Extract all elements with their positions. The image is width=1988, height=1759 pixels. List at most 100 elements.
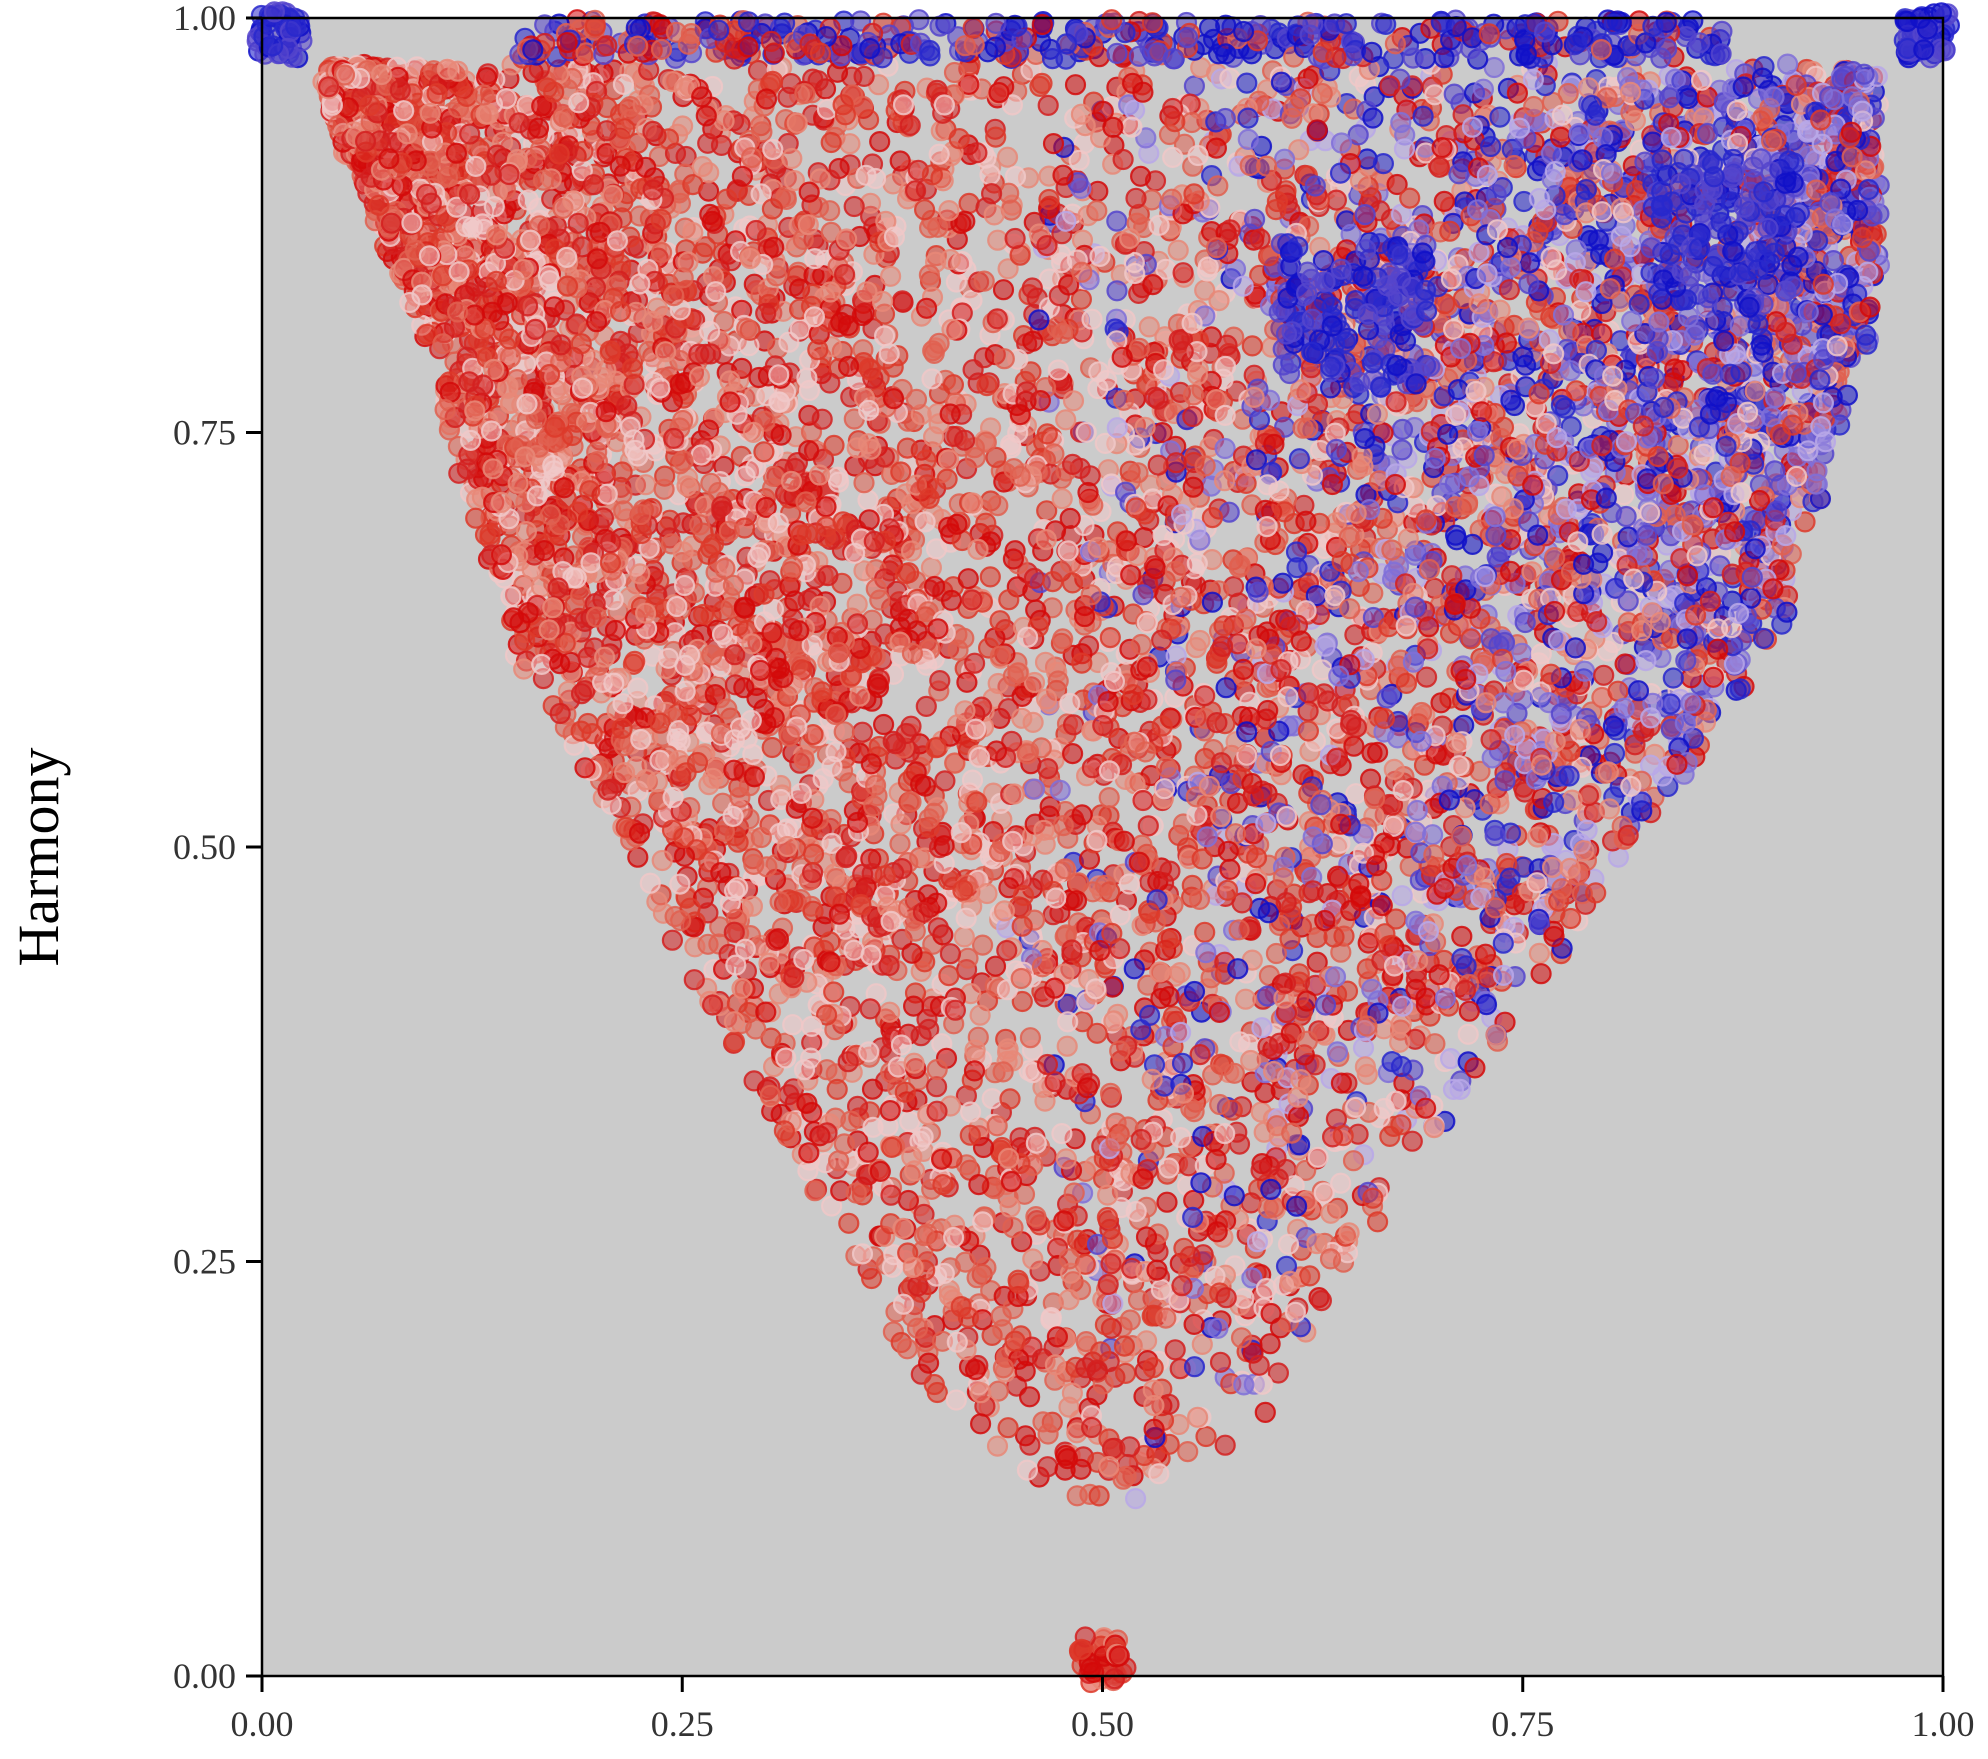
scatter-point-1324 — [869, 131, 891, 153]
scatter-point-3143 — [1194, 685, 1216, 707]
scatter-point-4352 — [646, 891, 668, 913]
scatter-point-1788 — [1195, 1425, 1217, 1448]
scatter-point-188 — [1183, 75, 1206, 97]
scatter-point-4704 — [1167, 239, 1189, 261]
scatter-point-2988 — [953, 926, 975, 948]
scatter-point-4890 — [1088, 1485, 1110, 1507]
scatter-point-4499 — [1124, 434, 1146, 456]
scatter-point-2680 — [1445, 732, 1467, 754]
scatter-point-2040 — [1345, 783, 1367, 805]
scatter-point-3300 — [1151, 422, 1173, 444]
scatter-point-4928 — [846, 593, 868, 615]
scatter-point-4527 — [997, 1417, 1019, 1439]
scatter-point-4340 — [1307, 1146, 1329, 1168]
scatter-point-4602 — [692, 603, 715, 626]
scatter-point-3503 — [1208, 290, 1230, 312]
scatter-point-800 — [986, 1435, 1009, 1457]
scatter-point-3862 — [1237, 107, 1259, 129]
scatter-point-340 — [971, 934, 994, 956]
scatter-point-3002 — [1036, 1456, 1059, 1478]
scatter-point-4585 — [1086, 829, 1108, 852]
scatter-point-2258 — [1106, 210, 1128, 232]
scatter-point-4940 — [1124, 1487, 1147, 1510]
scatter-point-4126 — [1129, 165, 1152, 187]
scatter-point-3434 — [1352, 1037, 1375, 1059]
scatter-point-2501 — [1209, 1351, 1232, 1373]
scatter-point-3258 — [882, 173, 904, 195]
scatter-point-4345 — [1098, 786, 1120, 809]
scatter-point-3172 — [1155, 258, 1177, 280]
scatter-point-4509 — [860, 1267, 883, 1290]
scatter-point-4747 — [1062, 390, 1085, 412]
scatter-point-4162 — [826, 1078, 848, 1101]
scatter-point-4660 — [1474, 943, 1497, 965]
scatter-point-2256 — [1056, 1035, 1078, 1057]
scatter-point-3239 — [861, 1078, 884, 1100]
scatter-point-4760 — [1132, 789, 1154, 812]
scatter-point-4882 — [1354, 1056, 1377, 1078]
scatter-point-4215 — [1296, 990, 1318, 1012]
scatter-point-4620 — [1723, 653, 1746, 675]
scatter-point-861 — [1191, 1333, 1213, 1356]
scatter-point-3719 — [987, 229, 1009, 251]
scatter-point-4771 — [1270, 71, 1293, 93]
scatter-point-3336 — [1244, 872, 1267, 895]
scatter-point-4716 — [1326, 865, 1349, 887]
scatter-point-211 — [1794, 511, 1816, 533]
scatter-point-4053 — [1214, 107, 1236, 130]
scatter-point-1498 — [661, 929, 684, 951]
scatter-point-3983 — [945, 271, 968, 293]
scatter-point-2313 — [1135, 1330, 1158, 1352]
scatter-point-3875 — [1424, 84, 1446, 106]
scatter-point-3720 — [1349, 170, 1372, 192]
scatter-point-4344 — [1215, 677, 1237, 699]
scatter-point-4935 — [1326, 747, 1348, 770]
scatter-point-3828 — [682, 174, 704, 196]
scatter-point-3654 — [979, 566, 1001, 588]
scatter-point-3224 — [889, 150, 911, 172]
scatter-point-3788 — [1029, 75, 1051, 98]
scatter-point-2755 — [635, 474, 657, 496]
scatter-point-4084 — [896, 437, 919, 459]
scatter-point-3837 — [1086, 1022, 1108, 1044]
scatter-points — [246, 1, 1961, 1694]
scatter-point-2074 — [1439, 1047, 1462, 1070]
scatter-point-3954 — [1061, 1382, 1084, 1404]
scatter-point-1732 — [1390, 1114, 1412, 1136]
scatter-point-4992 — [1169, 961, 1191, 984]
scatter-point-3536 — [1326, 1041, 1349, 1063]
scatter-point-3879 — [1099, 1082, 1122, 1104]
scatter-point-4030 — [992, 279, 1015, 301]
scatter-point-4658 — [891, 290, 914, 312]
scatter-point-328 — [920, 556, 943, 579]
scatter-point-3804 — [853, 472, 875, 494]
scatter-point-2956 — [934, 770, 956, 792]
scatter-point-4714 — [811, 408, 833, 430]
scatter-point-2707 — [851, 721, 874, 743]
scatter-point-4493 — [921, 368, 943, 390]
scatter-point-4922 — [1149, 961, 1171, 983]
scatter-point-3103 — [1194, 921, 1216, 943]
scatter-point-4176 — [937, 449, 960, 471]
scatter-point-3440 — [500, 585, 522, 608]
scatter-point-4444 — [993, 900, 1016, 922]
scatter-point-2272 — [1055, 409, 1077, 431]
scatter-point-4308 — [798, 440, 820, 462]
scatter-point-4753 — [1329, 832, 1351, 854]
scatter-point-90 — [1306, 951, 1328, 973]
scatter-point-742 — [981, 1087, 1003, 1110]
scatter-point-4479 — [1560, 907, 1582, 930]
scatter-point-3987 — [1049, 779, 1071, 802]
scatter-point-4460 — [1511, 642, 1533, 664]
scatter-point-4574 — [639, 872, 661, 894]
scatter-point-2776 — [1214, 1434, 1236, 1456]
scatter-point-3971 — [1087, 180, 1109, 202]
scatter-point-4599 — [947, 639, 969, 661]
scatter-point-2254 — [1014, 1425, 1037, 1447]
scatter-point-4376 — [873, 325, 896, 347]
scatter-point-2842 — [1391, 418, 1414, 440]
scatter-point-4094 — [899, 1110, 921, 1133]
scatter-point-4608 — [1064, 74, 1087, 96]
